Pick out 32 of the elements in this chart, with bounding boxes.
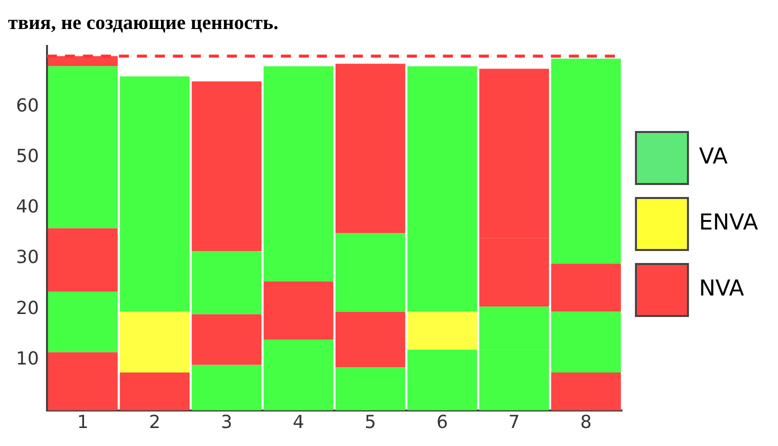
x-tick-label: 2 [149, 412, 160, 433]
x-tick-label: 3 [220, 412, 232, 433]
y-tick-label: 60 [16, 95, 39, 116]
legend-label: VA [698, 144, 728, 170]
bar [264, 66, 334, 282]
bar [407, 350, 478, 410]
x-tick-label: 1 [77, 412, 89, 433]
bar [192, 81, 262, 251]
bar [336, 233, 406, 312]
x-tick-label: 5 [364, 412, 376, 433]
y-tick-label: 30 [16, 247, 39, 268]
x-tick-label: 8 [580, 412, 592, 433]
x-tick-label: 4 [292, 412, 304, 433]
bar [120, 76, 190, 312]
bar [336, 367, 406, 410]
bar [120, 312, 190, 372]
bar [407, 66, 478, 312]
bar [407, 312, 478, 350]
bar [264, 340, 334, 410]
y-tick-label: 10 [16, 348, 39, 370]
bar [48, 56, 118, 66]
chart-title: твия, не создающие ценность. [8, 12, 278, 34]
bar [336, 64, 406, 234]
legend-label: ENVA [698, 210, 758, 236]
y-tick-label: 40 [16, 196, 39, 218]
x-tick-label: 6 [436, 412, 448, 433]
bar [192, 364, 262, 410]
y-tick-label: 20 [16, 298, 39, 319]
x-tick-label: 7 [508, 412, 520, 433]
legend-label: NVA [698, 276, 744, 302]
bar [192, 250, 262, 314]
y-tick-label: 50 [16, 146, 39, 168]
